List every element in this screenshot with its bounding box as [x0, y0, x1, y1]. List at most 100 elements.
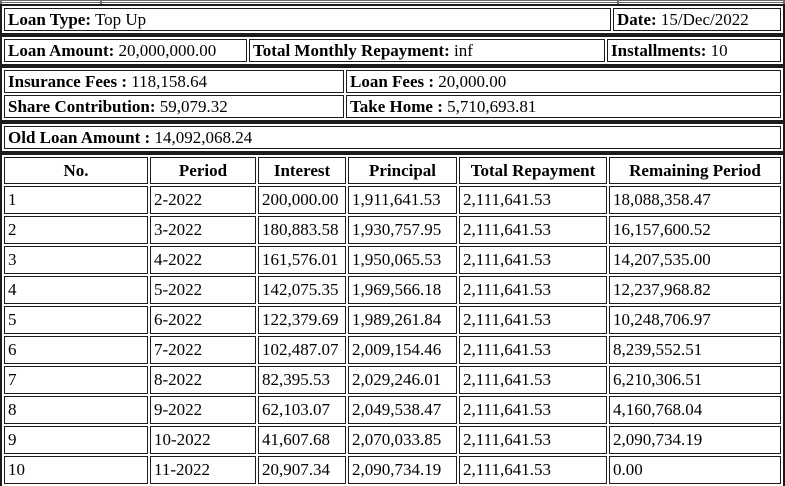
loan-type-value: Top Up [94, 9, 147, 29]
divider [0, 2, 785, 3]
schedule-cell: 82,395.53 [258, 366, 346, 394]
table-row: 10 11-2022 20,907.34 2,090,734.19 2,111,641.… [4, 456, 781, 484]
schedule-cell: 41,607.68 [258, 426, 346, 454]
table-row: 6 7-2022 102,487.07 2,009,154.46 2,111,641.5… [4, 336, 781, 364]
schedule-cell: 2,111,641.53 [459, 396, 607, 424]
schedule-body: 1 2-2022 200,000.00 1,911,641.53 2,111,641.5… [4, 186, 781, 484]
table-row: 2 3-2022 180,883.58 1,930,757.95 2,111,641.5… [4, 216, 781, 244]
schedule-cell: 2,009,154.46 [348, 336, 457, 364]
schedule-cell: 10-2022 [150, 426, 256, 454]
table-row: 3 4-2022 161,576.01 1,950,065.53 2,111,641.5… [4, 246, 781, 274]
loan-amount-cell: Loan Amount: 20,000,000.00 [4, 39, 247, 62]
schedule-cell: 161,576.01 [258, 246, 346, 274]
schedule-cell: 8,239,552.51 [609, 336, 781, 364]
installments-cell: Installments: 10 [607, 39, 781, 62]
schedule-cell: 102,487.07 [258, 336, 346, 364]
schedule-cell: 10,248,706.97 [609, 306, 781, 334]
schedule-cell: 1 [4, 186, 148, 214]
table-row: 8 9-2022 62,103.07 2,049,538.47 2,111,641.53… [4, 396, 781, 424]
schedule-cell: 6-2022 [150, 306, 256, 334]
table-row: Share Contribution: 59,079.32 Take Home … [4, 95, 781, 118]
schedule-cell: 7 [4, 366, 148, 394]
schedule-cell: 122,379.69 [258, 306, 346, 334]
schedule-cell: 1,950,065.53 [348, 246, 457, 274]
schedule-cell: 2,070,033.85 [348, 426, 457, 454]
schedule-cell: 2,029,246.01 [348, 366, 457, 394]
loan-amount-table: Loan Amount: 20,000,000.00 Total Monthly… [0, 35, 785, 66]
installments-value: 10 [710, 40, 728, 60]
schedule-cell: 18,088,358.47 [609, 186, 781, 214]
installments-label: Installments: [611, 40, 707, 60]
loan-type-cell: Loan Type: Top Up [4, 8, 611, 31]
divider [100, 0, 102, 4]
table-row: 4 5-2022 142,075.35 1,969,566.18 2,111,641.5… [4, 276, 781, 304]
schedule-cell: 9 [4, 426, 148, 454]
divider [0, 0, 785, 1]
schedule-cell: 5 [4, 306, 148, 334]
schedule-cell: 2,111,641.53 [459, 246, 607, 274]
insurance-fees-label: Insurance Fees : [8, 71, 127, 91]
table-row: Loan Amount: 20,000,000.00 Total Monthly… [4, 39, 781, 62]
date-value: 15/Dec/2022 [660, 9, 749, 29]
schedule-cell: 2,111,641.53 [459, 456, 607, 484]
column-header-period: Period [150, 157, 256, 184]
take-home-cell: Take Home : 5,710,693.81 [346, 95, 781, 118]
schedule-cell: 2,090,734.19 [348, 456, 457, 484]
column-header-remaining-period: Remaining Period [609, 157, 781, 184]
date-cell: Date: 15/Dec/2022 [613, 8, 781, 31]
schedule-cell: 2,090,734.19 [609, 426, 781, 454]
loan-type-date-table: Loan Type: Top Up Date: 15/Dec/2022 [0, 4, 785, 35]
schedule-cell: 8-2022 [150, 366, 256, 394]
column-header-interest: Interest [258, 157, 346, 184]
old-loan-amount-cell: Old Loan Amount : 14,092,068.24 [4, 126, 781, 149]
divider [783, 0, 785, 4]
schedule-cell: 6 [4, 336, 148, 364]
total-monthly-repayment-label: Total Monthly Repayment: [253, 40, 450, 60]
table-row: 1 2-2022 200,000.00 1,911,641.53 2,111,641.5… [4, 186, 781, 214]
schedule-cell: 4-2022 [150, 246, 256, 274]
schedule-cell: 1,911,641.53 [348, 186, 457, 214]
table-row: 7 8-2022 82,395.53 2,029,246.01 2,111,641.53… [4, 366, 781, 394]
schedule-cell: 2,111,641.53 [459, 366, 607, 394]
share-contribution-value: 59,079.32 [159, 96, 228, 116]
cropped-table-above-edge [0, 0, 785, 4]
divider [617, 0, 619, 4]
schedule-cell: 2,111,641.53 [459, 426, 607, 454]
schedule-cell: 2 [4, 216, 148, 244]
loan-amount-label: Loan Amount: [8, 40, 115, 60]
schedule-header-row: No. Period Interest Principal Total Repa… [4, 157, 781, 184]
fees-table: Insurance Fees : 118,158.64 Loan Fees : … [0, 66, 785, 122]
divider [0, 0, 2, 4]
schedule-cell: 1,930,757.95 [348, 216, 457, 244]
schedule-cell: 62,103.07 [258, 396, 346, 424]
schedule-cell: 2,049,538.47 [348, 396, 457, 424]
schedule-cell: 2,111,641.53 [459, 186, 607, 214]
table-row: 5 6-2022 122,379.69 1,989,261.84 2,111,641.5… [4, 306, 781, 334]
loan-fees-label: Loan Fees : [350, 71, 435, 91]
schedule-cell: 3-2022 [150, 216, 256, 244]
schedule-cell: 9-2022 [150, 396, 256, 424]
table-row: Old Loan Amount : 14,092,068.24 [4, 126, 781, 149]
schedule-cell: 0.00 [609, 456, 781, 484]
old-loan-amount-value: 14,092,068.24 [154, 127, 253, 147]
date-label: Date: [617, 9, 657, 29]
schedule-cell: 10 [4, 456, 148, 484]
repayment-schedule-table: No. Period Interest Principal Total Repa… [0, 153, 785, 486]
total-monthly-repayment-value: inf [454, 40, 473, 60]
schedule-cell: 2-2022 [150, 186, 256, 214]
loan-fees-cell: Loan Fees : 20,000.00 [346, 70, 781, 93]
table-row: Insurance Fees : 118,158.64 Loan Fees : … [4, 70, 781, 93]
schedule-cell: 7-2022 [150, 336, 256, 364]
share-contribution-cell: Share Contribution: 59,079.32 [4, 95, 344, 118]
schedule-cell: 12,237,968.82 [609, 276, 781, 304]
insurance-fees-cell: Insurance Fees : 118,158.64 [4, 70, 344, 93]
table-row: 9 10-2022 41,607.68 2,070,033.85 2,111,641.5… [4, 426, 781, 454]
schedule-cell: 2,111,641.53 [459, 276, 607, 304]
loan-amount-value: 20,000,000.00 [118, 40, 217, 60]
take-home-value: 5,710,693.81 [447, 96, 537, 116]
schedule-cell: 4 [4, 276, 148, 304]
schedule-cell: 11-2022 [150, 456, 256, 484]
total-monthly-repayment-cell: Total Monthly Repayment: inf [249, 39, 605, 62]
column-header-principal: Principal [348, 157, 457, 184]
schedule-cell: 1,989,261.84 [348, 306, 457, 334]
